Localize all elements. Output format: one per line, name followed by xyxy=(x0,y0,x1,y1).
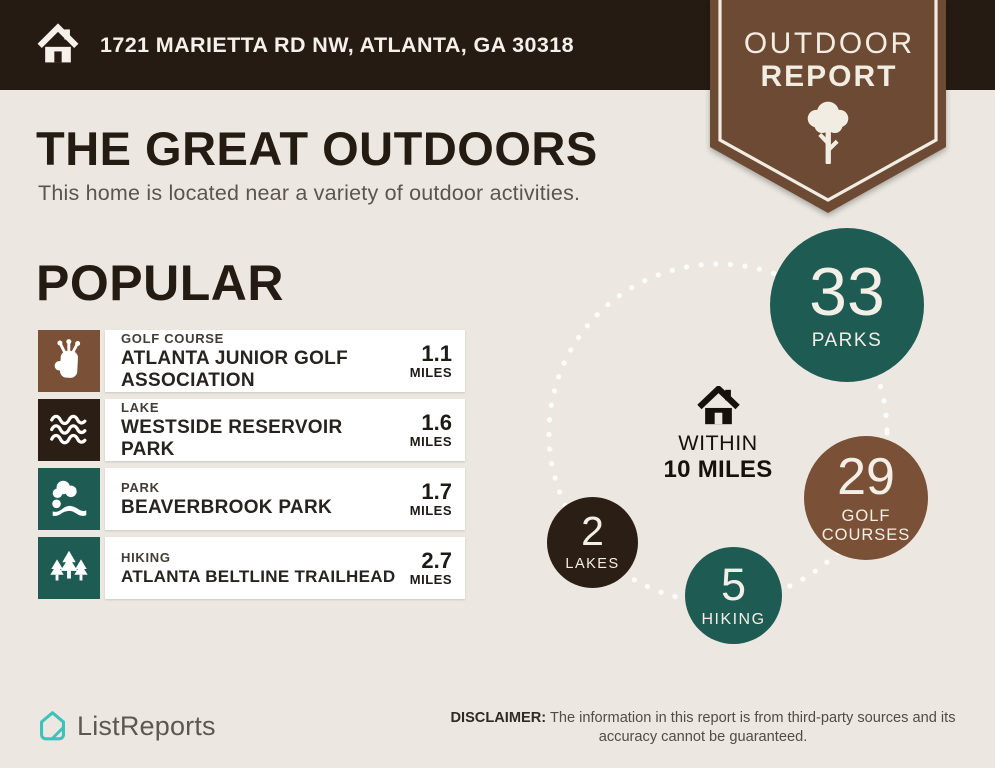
bubble-label: PARKS xyxy=(811,329,883,351)
item-card: PARK BEAVERBROOK PARK 1.7 MILES xyxy=(105,468,465,530)
popular-heading: POPULAR xyxy=(36,255,284,311)
bubble-count: 33 xyxy=(809,253,885,330)
popular-list: GOLF COURSE ATLANTA JUNIOR GOLF ASSOCIAT… xyxy=(38,330,465,599)
badge-title-line2: REPORT xyxy=(760,60,898,93)
disclaimer: DISCLAIMER: The information in this repo… xyxy=(433,709,973,748)
radius-center-label: WITHIN 10 MILES xyxy=(643,386,793,484)
listreports-logo: ListReports xyxy=(37,708,216,744)
bubble-label: GOLF COURSES xyxy=(821,506,911,544)
category-icon-box xyxy=(38,468,100,530)
list-item-golf-course: GOLF COURSE ATLANTA JUNIOR GOLF ASSOCIAT… xyxy=(38,330,465,392)
distance-value: 1.7 xyxy=(421,478,452,504)
bubble-count: 5 xyxy=(720,558,747,610)
list-item-park: PARK BEAVERBROOK PARK 1.7 MILES xyxy=(38,468,465,530)
item-name: ATLANTA BELTLINE TRAILHEAD xyxy=(121,566,396,586)
page-subtitle: This home is located near a variety of o… xyxy=(38,181,581,205)
park-tree-icon xyxy=(52,480,87,516)
disclaimer-text: The information in this report is from t… xyxy=(546,710,956,746)
listreports-logo-icon xyxy=(40,711,65,741)
brand-name: ListReports xyxy=(77,710,216,741)
bubble-count: 2 xyxy=(581,508,604,555)
bubble-parks: 33 PARKS xyxy=(770,228,924,382)
category-icon-box xyxy=(38,537,100,599)
item-category: PARK xyxy=(121,479,160,495)
within-label: WITHIN xyxy=(678,431,758,455)
item-distance: 1.1 MILES xyxy=(388,342,452,380)
item-name: BEAVERBROOK PARK xyxy=(121,496,332,518)
item-name: WESTSIDE RESERVOIR PARK xyxy=(121,417,343,460)
distance-unit: MILES xyxy=(409,503,452,519)
golf-bag-icon xyxy=(54,339,81,378)
item-category: HIKING xyxy=(121,549,171,565)
item-distance: 2.7 MILES xyxy=(388,549,452,587)
disclaimer-label: DISCLAIMER: xyxy=(450,710,547,726)
item-card: HIKING ATLANTA BELTLINE TRAILHEAD 2.7 MI… xyxy=(105,537,465,599)
radius-label: 10 MILES xyxy=(663,456,773,483)
bubble-hiking: 5 HIKING xyxy=(685,547,782,644)
item-distance: 1.6 MILES xyxy=(388,411,452,449)
distance-value: 2.7 xyxy=(421,547,452,573)
pine-trees-icon xyxy=(50,550,88,581)
category-icon-box xyxy=(38,330,100,392)
distance-unit: MILES xyxy=(409,434,452,450)
category-icon-box xyxy=(38,399,100,461)
distance-unit: MILES xyxy=(409,572,452,588)
distance-value: 1.6 xyxy=(421,409,452,435)
bubble-golf-courses: 29 GOLF COURSES xyxy=(804,436,928,560)
bubble-lakes: 2 LAKES xyxy=(547,497,638,588)
bubble-label: LAKES xyxy=(565,556,620,573)
distance-unit: MILES xyxy=(409,365,452,381)
home-icon xyxy=(37,23,79,63)
list-item-lake: LAKE WESTSIDE RESERVOIR PARK 1.6 MILES xyxy=(38,399,465,461)
house-icon xyxy=(696,386,740,425)
outdoor-report-badge: OUTDOOR REPORT xyxy=(710,0,946,216)
item-card: GOLF COURSE ATLANTA JUNIOR GOLF ASSOCIAT… xyxy=(105,330,465,392)
item-category: GOLF COURSE xyxy=(121,331,225,347)
bubble-label: HIKING xyxy=(701,610,766,628)
property-address: 1721 MARIETTA RD NW, ATLANTA, GA 30318 xyxy=(100,32,574,57)
item-category: LAKE xyxy=(121,400,160,416)
badge-title-line1: OUTDOOR xyxy=(743,27,915,60)
item-distance: 1.7 MILES xyxy=(388,480,452,518)
waves-icon xyxy=(50,414,87,445)
page-title: THE GREAT OUTDOORS xyxy=(36,122,598,175)
list-item-hiking: HIKING ATLANTA BELTLINE TRAILHEAD 2.7 MI… xyxy=(38,537,465,599)
item-card: LAKE WESTSIDE RESERVOIR PARK 1.6 MILES xyxy=(105,399,465,461)
bubble-count: 29 xyxy=(837,447,895,506)
tree-icon xyxy=(807,101,849,164)
item-name: ATLANTA JUNIOR GOLF ASSOCIATION xyxy=(121,348,348,391)
distance-value: 1.1 xyxy=(421,340,452,366)
